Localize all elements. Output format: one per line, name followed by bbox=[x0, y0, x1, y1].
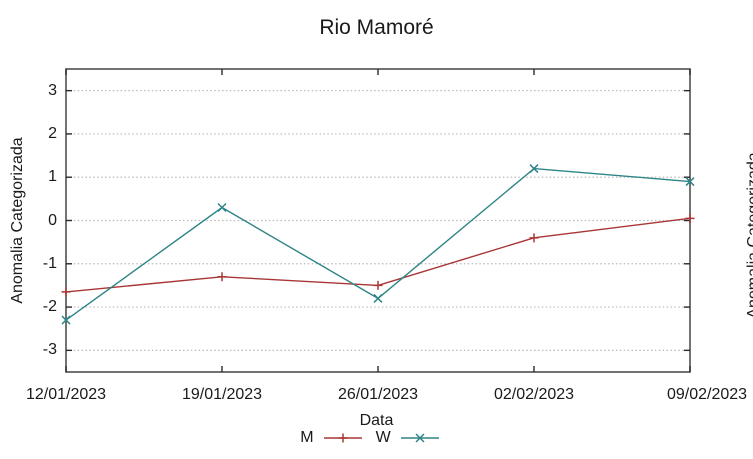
x-tick-label: 09/02/2023 bbox=[666, 386, 748, 403]
y-tick-label: -1 bbox=[42, 254, 57, 272]
series-line-w bbox=[65, 167, 691, 321]
data-point-marker bbox=[217, 202, 227, 213]
x-axis-label: Data bbox=[359, 412, 394, 429]
y-tick-label: 1 bbox=[48, 168, 57, 186]
y-tick-label: -3 bbox=[42, 341, 57, 359]
data-point-marker bbox=[61, 315, 71, 325]
legend-line-sample-m bbox=[323, 433, 362, 443]
data-point-marker bbox=[685, 213, 695, 223]
data-point-marker bbox=[373, 293, 383, 303]
legend-item-m: M bbox=[300, 429, 362, 447]
data-point-marker bbox=[685, 177, 695, 187]
chart-title: Rio Mamoré bbox=[319, 16, 434, 39]
data-point-marker bbox=[373, 280, 383, 290]
adjacent-chart-y-axis-label: Anomalia Categorizada bbox=[745, 152, 753, 319]
series-line-m bbox=[65, 217, 691, 293]
legend-line-sample-w bbox=[400, 433, 439, 443]
y-tick-label: 3 bbox=[48, 81, 57, 99]
legend-item-w: W bbox=[376, 429, 440, 447]
data-point-marker bbox=[217, 272, 227, 282]
y-tick-label: 2 bbox=[48, 124, 57, 142]
legend-label-m: M bbox=[300, 429, 314, 446]
y-tick-label: -2 bbox=[42, 298, 57, 316]
legend-label-w: W bbox=[375, 429, 391, 446]
data-point-marker bbox=[338, 433, 348, 443]
data-point-marker bbox=[61, 287, 71, 297]
data-point-marker bbox=[529, 164, 539, 174]
y-tick-label: 0 bbox=[48, 211, 57, 229]
x-tick-label: 26/01/2023 bbox=[337, 386, 419, 403]
data-point-marker bbox=[529, 233, 539, 243]
data-point-marker bbox=[415, 433, 425, 443]
x-tick-label: 12/01/2023 bbox=[25, 386, 107, 403]
x-tick-label: 02/02/2023 bbox=[493, 386, 575, 403]
x-tick-label: 19/01/2023 bbox=[181, 386, 263, 403]
